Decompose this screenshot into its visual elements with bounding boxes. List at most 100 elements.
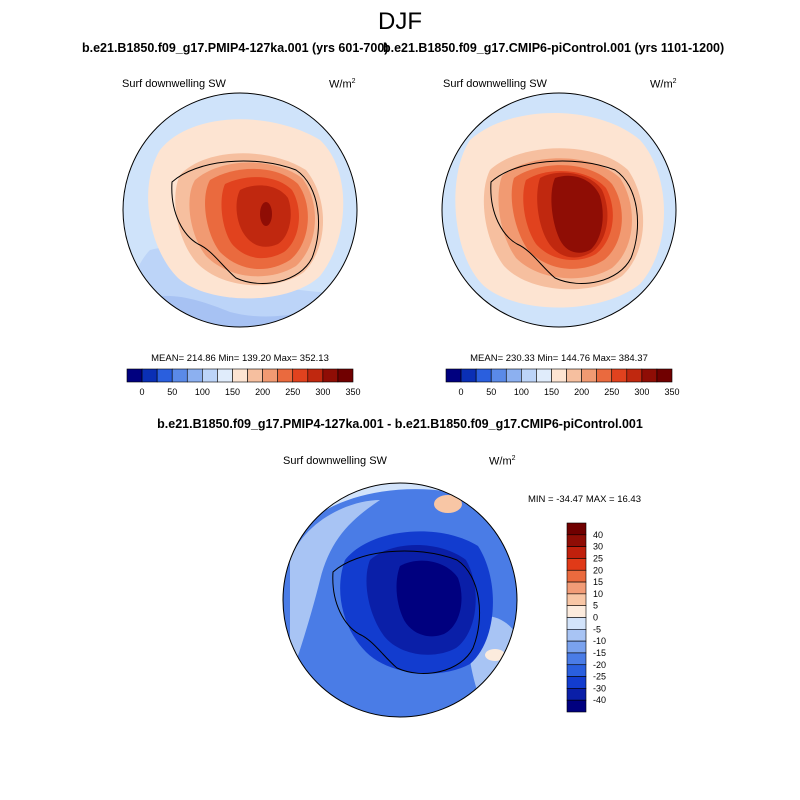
map1-coastline bbox=[171, 160, 320, 285]
panel1-variable-label: Surf downwelling SW bbox=[122, 78, 226, 90]
panel2-variable-label: Surf downwelling SW bbox=[443, 78, 547, 90]
colorbar-cell bbox=[171, 368, 188, 383]
colorbar-cell bbox=[566, 558, 587, 571]
colorbar-tick-label: 20 bbox=[593, 565, 603, 575]
map-panel-2 bbox=[441, 92, 677, 328]
colorbar-tick-label: 15 bbox=[593, 577, 603, 587]
colorbar-cell bbox=[277, 368, 294, 383]
colorbar-cell bbox=[641, 368, 658, 383]
panel1-title: b.e21.B1850.f09_g17.PMIP4-127ka.001 (yrs… bbox=[82, 41, 389, 55]
colorbar-cell bbox=[566, 640, 587, 654]
colorbar-tick-label: 100 bbox=[514, 387, 529, 397]
colorbar-cell bbox=[611, 368, 628, 383]
colorbar-tick-label: 0 bbox=[593, 613, 598, 623]
colorbar-cell bbox=[626, 368, 643, 383]
colorbar-tick-label: 300 bbox=[315, 387, 330, 397]
colorbar-cell bbox=[307, 368, 324, 383]
colorbar-tick-label: 100 bbox=[195, 387, 210, 397]
diff-positive-patch bbox=[434, 495, 462, 513]
colorbar-tick-label: -5 bbox=[593, 624, 601, 634]
diff-boundary bbox=[282, 482, 518, 718]
colorbar-cell bbox=[217, 368, 233, 383]
colorbar-cell bbox=[475, 368, 492, 383]
colorbar-tick-label: 40 bbox=[593, 530, 603, 540]
colorbar-cell bbox=[292, 368, 309, 383]
colorbar-tick-label: 350 bbox=[664, 387, 679, 397]
colorbar-cell bbox=[656, 368, 673, 383]
colorbar-tick-label: 150 bbox=[225, 387, 240, 397]
colorbar-tick-label: -30 bbox=[593, 683, 606, 693]
colorbar-cell bbox=[566, 617, 587, 630]
colorbar-cell bbox=[566, 688, 587, 701]
colorbar-tick-label: 30 bbox=[593, 542, 603, 552]
panel2-units: W/m2 bbox=[650, 78, 677, 91]
colorbar-cell bbox=[202, 368, 218, 383]
colorbar-tick-label: 50 bbox=[486, 387, 496, 397]
colorbar-tick-label: 5 bbox=[593, 601, 598, 611]
colorbar-cell bbox=[521, 368, 537, 383]
colorbar-cell bbox=[566, 569, 587, 583]
colorbar-cell bbox=[566, 652, 587, 666]
colorbar-tick-label: 300 bbox=[634, 387, 649, 397]
colorbar-cell bbox=[505, 368, 522, 383]
colorbar-cell bbox=[566, 629, 587, 642]
colorbar-tick-label: 0 bbox=[140, 387, 145, 397]
colorbar-cell bbox=[490, 368, 507, 383]
diff-variable-label: Surf downwelling SW bbox=[283, 455, 387, 467]
colorbar-tick-label: -25 bbox=[593, 672, 606, 682]
panel1-units: W/m2 bbox=[329, 78, 356, 91]
colorbar-cell bbox=[247, 368, 263, 383]
colorbar-cell bbox=[141, 368, 158, 383]
colorbar-cell bbox=[445, 368, 462, 383]
colorbar-cell bbox=[566, 676, 587, 689]
colorbar-cell bbox=[156, 368, 173, 383]
colorbar-tick-label: -15 bbox=[593, 648, 606, 658]
colorbar-tick-label: 0 bbox=[459, 387, 464, 397]
colorbar-cell bbox=[126, 368, 143, 383]
colorbar-tick-label: 200 bbox=[574, 387, 589, 397]
colorbar-panel2: 0 50 100 150 200 250 300 350 bbox=[445, 368, 680, 397]
colorbar-cell bbox=[566, 546, 587, 559]
colorbar-tick-label: 10 bbox=[593, 589, 603, 599]
diff-coastline bbox=[332, 550, 481, 675]
map1-boundary bbox=[122, 92, 358, 328]
colorbar-cell bbox=[566, 522, 587, 536]
map2-coastline bbox=[490, 160, 639, 285]
colorbar-cell bbox=[186, 368, 203, 383]
colorbar-cell bbox=[322, 368, 339, 383]
colorbar-cell bbox=[337, 368, 354, 383]
colorbar-cell bbox=[566, 699, 587, 713]
diff-units: W/m2 bbox=[489, 455, 516, 468]
figure-title: DJF bbox=[378, 8, 422, 35]
map1-lowest-band bbox=[140, 295, 340, 327]
map2-max-core bbox=[551, 175, 603, 253]
colorbar-cell bbox=[262, 368, 278, 383]
panel2-stats: MEAN= 230.33 Min= 144.76 Max= 384.37 bbox=[470, 353, 648, 364]
colorbar-cell bbox=[566, 593, 587, 606]
diff-stats: MIN = -34.47 MAX = 16.43 bbox=[528, 494, 641, 505]
colorbar-cell bbox=[566, 605, 587, 618]
colorbar-cell bbox=[460, 368, 477, 383]
colorbar-cell bbox=[566, 581, 587, 595]
diff-contour-neg40 bbox=[396, 560, 462, 637]
colorbar-cell bbox=[596, 368, 613, 383]
map1-max-core bbox=[260, 202, 272, 226]
colorbar-tick-label: 150 bbox=[544, 387, 559, 397]
diff-panel-title: b.e21.B1850.f09_g17.PMIP4-127ka.001 - b.… bbox=[157, 417, 643, 431]
colorbar-tick-label: 250 bbox=[285, 387, 300, 397]
diff-positive-patch-2 bbox=[485, 649, 505, 661]
colorbar-tick-label: 350 bbox=[345, 387, 360, 397]
colorbar-cell bbox=[566, 534, 587, 547]
colorbar-cell bbox=[536, 368, 552, 383]
colorbar-cell bbox=[581, 368, 597, 383]
colorbar-panel1: 0 50 100 150 200 250 300 350 bbox=[126, 368, 361, 397]
diff-west-light bbox=[290, 500, 380, 680]
colorbar-tick-label: 200 bbox=[255, 387, 270, 397]
colorbar-tick-label: 50 bbox=[167, 387, 177, 397]
colorbar-tick-label: 25 bbox=[593, 553, 603, 563]
map-panel-diff bbox=[282, 482, 518, 718]
colorbar-cell bbox=[551, 368, 567, 383]
colorbar-tick-label: -40 bbox=[593, 695, 606, 705]
